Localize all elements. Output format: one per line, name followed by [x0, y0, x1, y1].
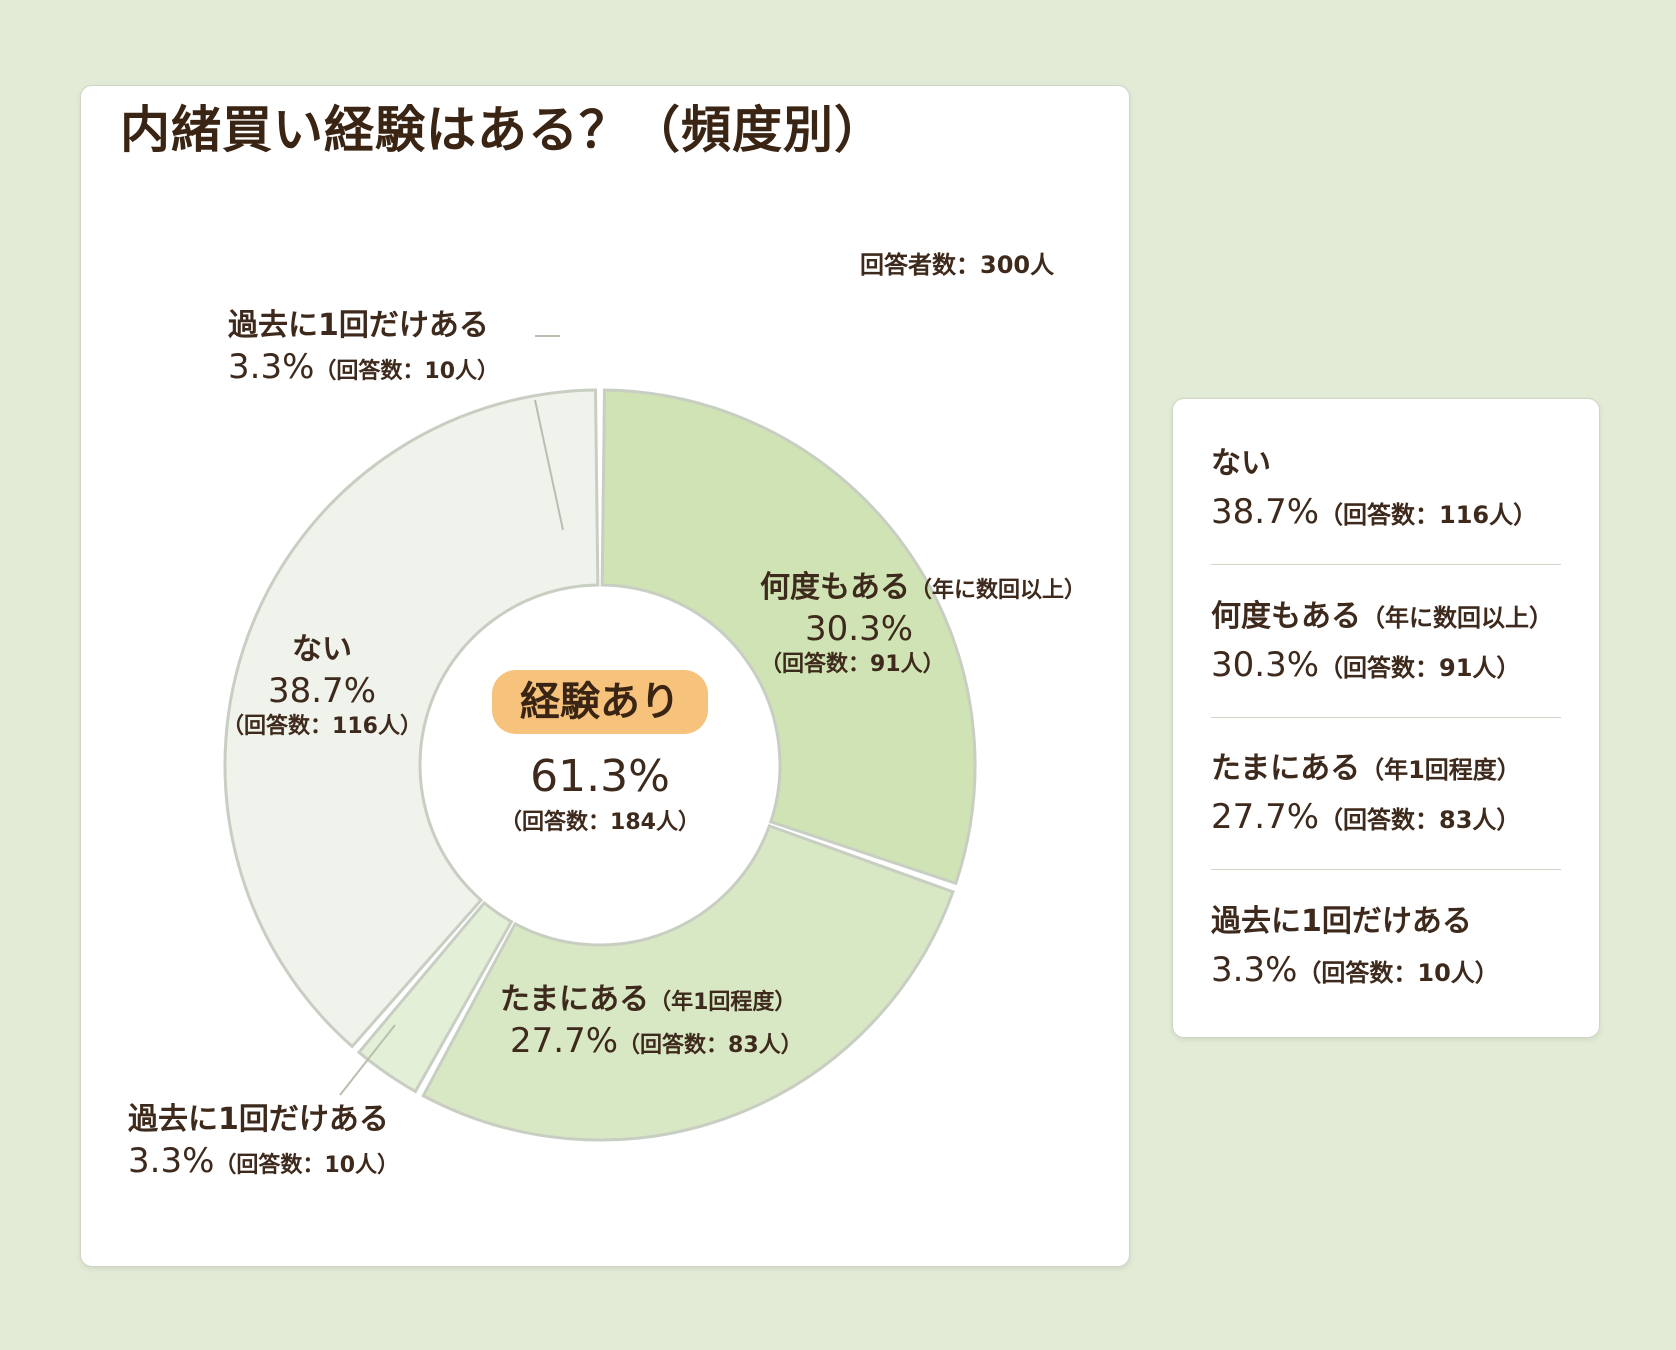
- legend-item-many: 何度もある（年に数回以上） 30.3%（回答数：91人）: [1211, 599, 1553, 685]
- leader-line-once-bottom: [339, 1024, 396, 1096]
- label-many: 何度もある（年に数回以上） 30.3% （回答数：91人）: [760, 570, 1087, 678]
- label-none: ない 38.7% （回答数：116人）: [222, 632, 422, 740]
- legend-divider: [1211, 717, 1561, 718]
- label-once-bottom: 過去に1回だけある 3.3%（回答数：10人）: [128, 1102, 400, 1181]
- legend-item-sometimes: たまにある（年1回程度） 27.7%（回答数：83人）: [1211, 751, 1521, 837]
- center-count: （回答数：184人）: [500, 810, 700, 836]
- center-pill: 経験あり: [492, 670, 708, 734]
- label-once-top: 過去に1回だけある 3.3%（回答数：10人）: [228, 308, 500, 387]
- legend-divider: [1211, 564, 1561, 565]
- respondents-count: 回答者数：300人: [860, 251, 1055, 279]
- center-percent: 61.3%: [530, 751, 670, 802]
- slice-sometimes: [421, 823, 955, 1142]
- leader-line-once-top: [534, 399, 564, 531]
- legend-item-none: ない 38.7%（回答数：116人）: [1211, 446, 1538, 532]
- slice-many: [600, 388, 977, 886]
- label-sometimes: たまにある（年1回程度） 27.7%（回答数：83人）: [500, 982, 803, 1061]
- chart-title: 内緒買い経験はある？（頻度別）: [120, 101, 885, 159]
- slice-once: [356, 900, 514, 1094]
- legend-item-once: 過去に1回だけある 3.3%（回答数：10人）: [1211, 904, 1499, 990]
- legend-panel: ない 38.7%（回答数：116人） 何度もある（年に数回以上） 30.3%（回…: [1172, 398, 1600, 1038]
- center-label: 経験あり 61.3% （回答数：184人）: [460, 670, 740, 838]
- legend-divider: [1211, 869, 1561, 870]
- slice-none: [223, 388, 600, 1049]
